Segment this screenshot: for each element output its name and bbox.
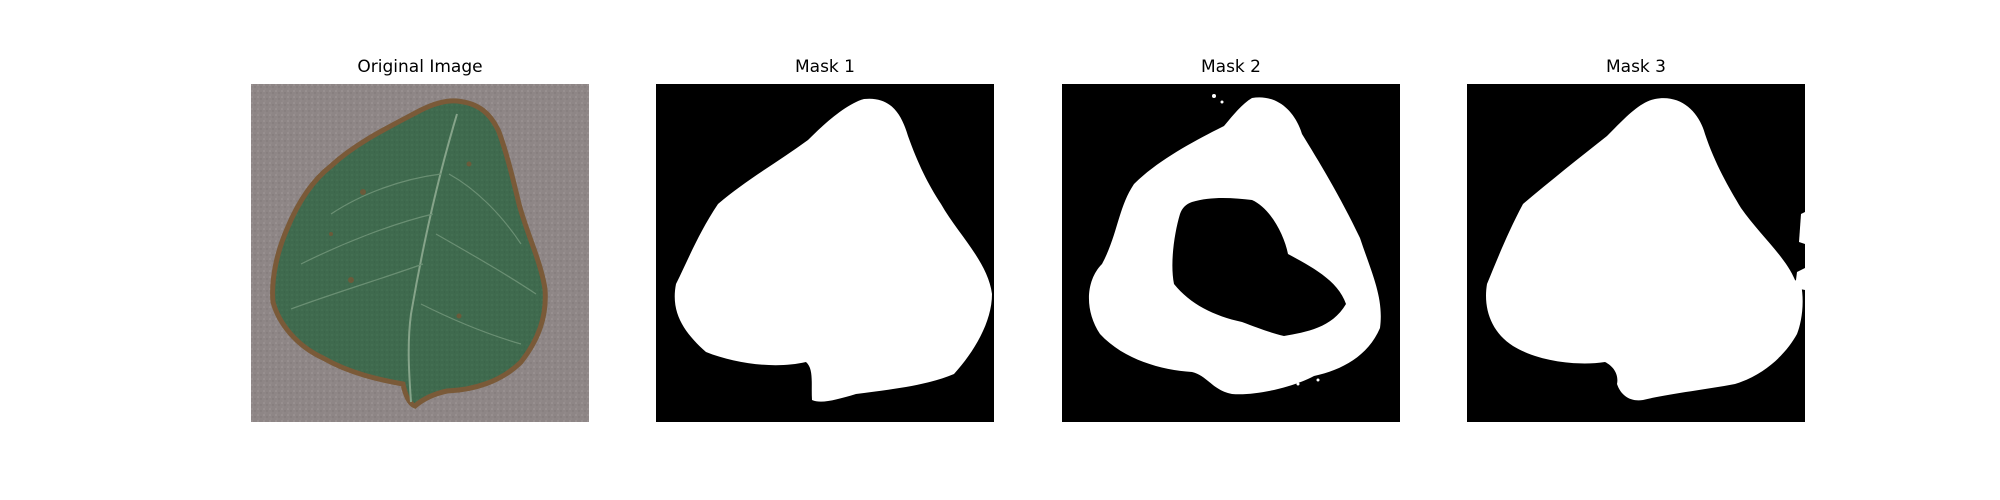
panel-title-mask-3: Mask 3 bbox=[1605, 57, 1666, 77]
mask-1-image bbox=[656, 84, 994, 422]
original-leaf-image bbox=[251, 84, 589, 422]
original-image-panel: Original Image bbox=[251, 55, 589, 422]
panel-title-mask-2: Mask 2 bbox=[1200, 57, 1261, 77]
mask-1-panel: Mask 1 bbox=[656, 55, 994, 422]
mask-2-image bbox=[1062, 84, 1400, 422]
mask-3-panel: Mask 3 bbox=[1467, 55, 1805, 422]
mask-2-panel: Mask 2 bbox=[1062, 55, 1400, 422]
panel-title-mask-1: Mask 1 bbox=[794, 57, 855, 77]
mask-3-image bbox=[1467, 84, 1805, 422]
panel-title-original-image: Original Image bbox=[357, 57, 483, 77]
